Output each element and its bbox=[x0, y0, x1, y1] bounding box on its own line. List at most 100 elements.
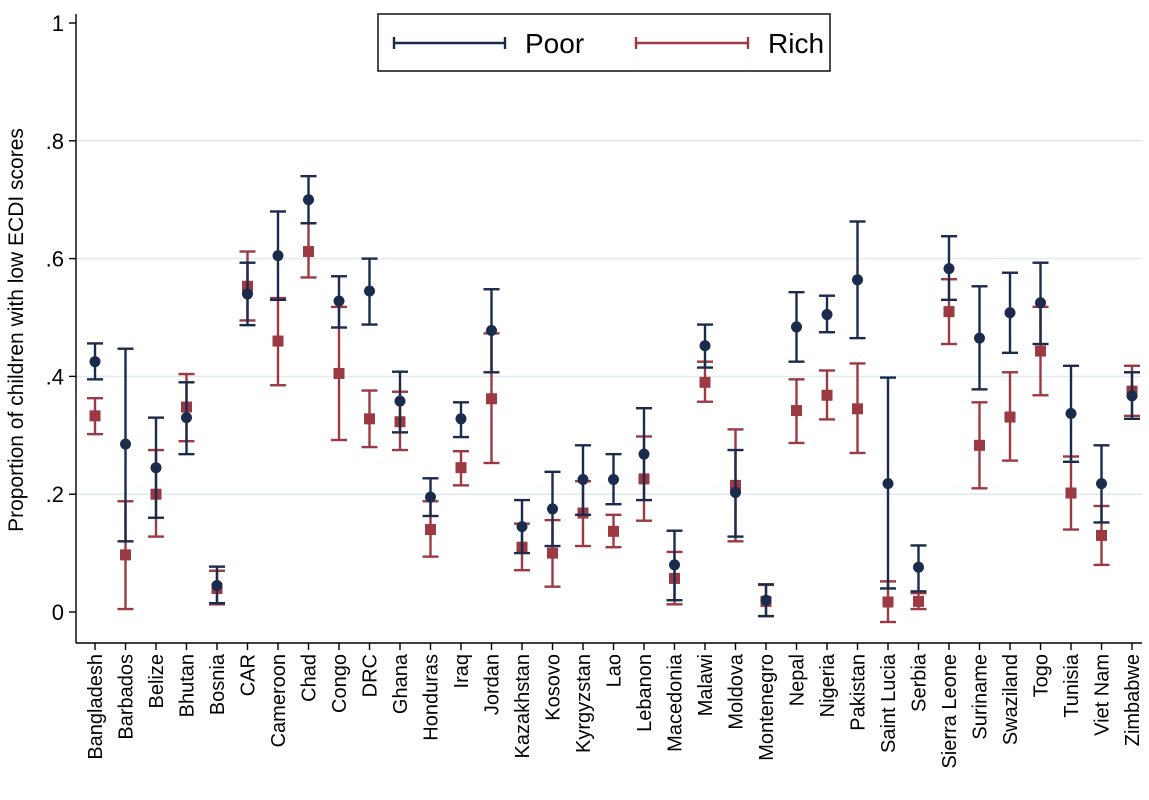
x-tick-label: Belize bbox=[146, 654, 168, 708]
poor-point bbox=[242, 288, 253, 300]
rich-point bbox=[943, 306, 955, 318]
x-tick-label: Zimbabwe bbox=[1122, 654, 1144, 746]
poor-point bbox=[638, 448, 650, 460]
poor-point bbox=[974, 332, 985, 344]
x-tick-label: Kyrgyzstan bbox=[573, 654, 595, 753]
legend-label-rich: Rich bbox=[768, 28, 824, 59]
y-tick-label: 0 bbox=[52, 600, 64, 625]
series-poor bbox=[87, 174, 1140, 618]
x-tick-label: Kosovo bbox=[543, 654, 565, 721]
y-tick-label: .6 bbox=[46, 247, 64, 272]
poor-point bbox=[791, 321, 802, 333]
x-tick-label: Togo bbox=[1031, 654, 1053, 697]
poor-point bbox=[852, 274, 863, 286]
x-tick-label: Nigeria bbox=[817, 653, 839, 717]
x-tick-label: Serbia bbox=[909, 653, 931, 712]
poor-point bbox=[120, 438, 131, 450]
rich-point bbox=[89, 410, 101, 422]
gridlines bbox=[76, 140, 1142, 496]
poor-point bbox=[821, 309, 833, 321]
poor-point bbox=[181, 412, 192, 424]
poor-point bbox=[486, 324, 497, 336]
y-tick-label: .8 bbox=[46, 129, 64, 154]
x-tick-label: Malawi bbox=[695, 654, 717, 716]
poor-point bbox=[882, 478, 894, 490]
x-tick-label: Swaziland bbox=[1000, 654, 1022, 745]
x-tick-label: Lao bbox=[604, 654, 626, 687]
x-tick-label: Moldova bbox=[726, 653, 748, 729]
rich-point bbox=[791, 405, 802, 417]
x-tick-label: Bangladesh bbox=[85, 654, 107, 760]
poor-point bbox=[730, 486, 741, 498]
x-tick-label: Bosnia bbox=[207, 653, 229, 715]
rich-point bbox=[364, 413, 375, 425]
rich-point bbox=[882, 596, 894, 608]
poor-point bbox=[89, 356, 101, 368]
rich-point bbox=[1035, 345, 1046, 357]
poor-point bbox=[547, 503, 558, 515]
x-tick-label: Nepal bbox=[787, 654, 809, 706]
rich-point bbox=[547, 547, 558, 559]
poor-point bbox=[211, 579, 223, 591]
x-tick-label: Pakistan bbox=[848, 654, 870, 731]
rich-point bbox=[272, 335, 284, 347]
x-tick-label: Suriname bbox=[970, 654, 992, 740]
y-tick-label: .2 bbox=[46, 482, 64, 507]
x-tick-label: Bhutan bbox=[177, 654, 199, 717]
poor-point bbox=[303, 194, 314, 206]
x-tick-label: CAR bbox=[238, 654, 260, 696]
x-tick-label: Sierra Leone bbox=[939, 654, 961, 769]
poor-point bbox=[669, 559, 680, 571]
rich-point bbox=[974, 439, 985, 451]
x-tick-label: Saint Lucia bbox=[878, 653, 900, 753]
y-tick-label: .4 bbox=[46, 364, 64, 389]
poor-point bbox=[913, 561, 924, 573]
poor-point bbox=[1126, 390, 1138, 402]
x-tick-label: Chad bbox=[299, 654, 321, 702]
x-tick-label: Macedonia bbox=[665, 653, 687, 752]
poor-point bbox=[272, 250, 284, 262]
rich-point bbox=[608, 525, 619, 537]
rich-point bbox=[1065, 487, 1077, 499]
rich-point bbox=[333, 367, 345, 379]
x-tick-label: Montenegro bbox=[756, 654, 778, 761]
x-tick-label: Congo bbox=[329, 654, 351, 713]
y-axis-title: Proportion of children with low ECDI sco… bbox=[5, 128, 28, 532]
legend: Poor Rich bbox=[377, 13, 831, 72]
rich-point bbox=[120, 549, 131, 561]
legend-label-poor: Poor bbox=[525, 28, 584, 59]
x-tick-label: DRC bbox=[360, 654, 382, 697]
poor-point bbox=[1004, 307, 1016, 319]
rich-point bbox=[913, 595, 924, 607]
poor-point bbox=[150, 462, 162, 474]
x-tick-label: Cameroon bbox=[268, 654, 290, 747]
poor-point bbox=[455, 413, 467, 425]
poor-point bbox=[1096, 478, 1107, 490]
axes: 0 .2 .4 .6 .8 1 Bangladesh Barbados Belize Bhutan… bbox=[46, 11, 1144, 769]
legend-key-poor bbox=[392, 37, 507, 49]
rich-point bbox=[852, 403, 863, 415]
poor-point bbox=[333, 295, 345, 307]
legend-key-rich bbox=[634, 37, 750, 49]
rich-point bbox=[425, 524, 436, 536]
y-tick-label: 1 bbox=[52, 11, 64, 36]
x-tick-label: Lebanon bbox=[634, 654, 656, 732]
rich-point bbox=[699, 376, 711, 388]
series-rich bbox=[87, 222, 1140, 624]
x-tick-label: Viet Nam bbox=[1092, 654, 1114, 736]
rich-point bbox=[486, 393, 497, 405]
poor-point bbox=[943, 263, 955, 275]
rich-point bbox=[1096, 529, 1107, 541]
x-tick-label: Jordan bbox=[482, 654, 504, 715]
rich-point bbox=[821, 389, 833, 401]
rich-point bbox=[455, 462, 467, 474]
x-tick-label: Honduras bbox=[421, 654, 443, 741]
rich-point bbox=[303, 246, 314, 258]
poor-point bbox=[1035, 297, 1046, 309]
poor-point bbox=[364, 285, 375, 297]
poor-point bbox=[394, 395, 406, 407]
poor-point bbox=[577, 473, 589, 485]
poor-point bbox=[516, 521, 528, 533]
poor-point bbox=[699, 340, 711, 352]
